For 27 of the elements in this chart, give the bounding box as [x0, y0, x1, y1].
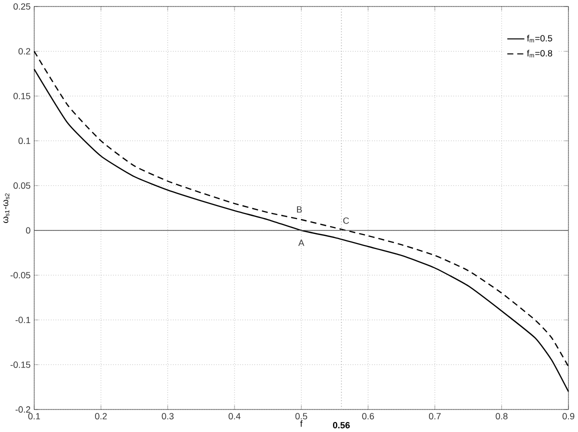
x-tick-label: 0.3: [162, 413, 174, 420]
y-tick-label: 0.05: [14, 182, 30, 189]
y-tick-label: -0.15: [10, 362, 30, 368]
x-tick-label: 0.5: [295, 413, 308, 420]
y-tick-label: 0.1: [18, 138, 30, 144]
x-axis-title: f: [300, 420, 303, 427]
y-tick-label: 0.2: [18, 48, 30, 55]
y-axis-title: ω$_{s1}$-ω$_{s2}$: [3, 194, 10, 224]
y-tick-label: -0.05: [10, 272, 30, 278]
annotation: A: [298, 240, 304, 246]
x-tick-label: 0.2: [95, 413, 107, 420]
x-tick-label: 0.1: [28, 413, 40, 420]
y-tick-label: 0.15: [14, 93, 30, 100]
y-tick-label: 0.25: [14, 3, 30, 10]
y-tick-label: -0.2: [16, 406, 30, 413]
x-tick-label: 0.7: [428, 413, 441, 420]
x-tick-label: 0.6: [362, 413, 374, 420]
annotation: B: [297, 206, 302, 213]
legend-label: f$_{m}$=0.5: [526, 35, 552, 43]
x-tick-label: 0.9: [562, 413, 574, 420]
y-tick-label: -0.1: [16, 316, 30, 324]
legend-label: f$_{m}$=0.8: [526, 50, 552, 58]
x-tick-label: 0.4: [228, 413, 241, 420]
y-tick-label: 0: [26, 227, 30, 234]
annotation: C: [343, 218, 349, 224]
x-tick-label: 0.8: [496, 413, 508, 420]
ref-line-label: 0.56: [332, 422, 350, 429]
